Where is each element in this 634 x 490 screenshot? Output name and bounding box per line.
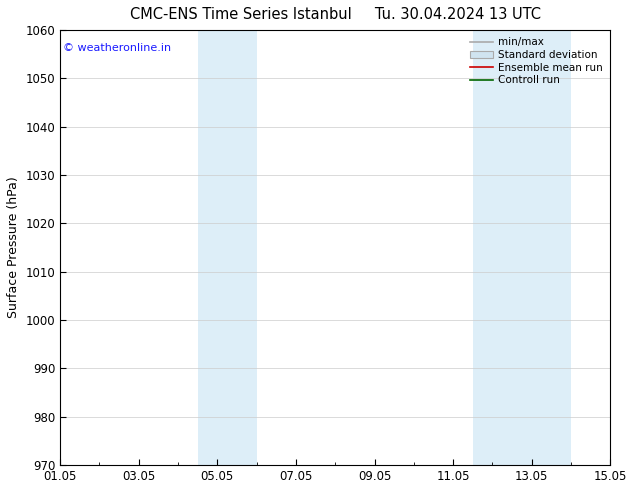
Bar xyxy=(198,30,257,465)
Legend: min/max, Standard deviation, Ensemble mean run, Controll run: min/max, Standard deviation, Ensemble me… xyxy=(468,35,605,87)
Title: CMC-ENS Time Series Istanbul     Tu. 30.04.2024 13 UTC: CMC-ENS Time Series Istanbul Tu. 30.04.2… xyxy=(130,7,541,22)
Text: © weatheronline.in: © weatheronline.in xyxy=(63,43,171,53)
Bar xyxy=(473,30,571,465)
Y-axis label: Surface Pressure (hPa): Surface Pressure (hPa) xyxy=(7,177,20,318)
